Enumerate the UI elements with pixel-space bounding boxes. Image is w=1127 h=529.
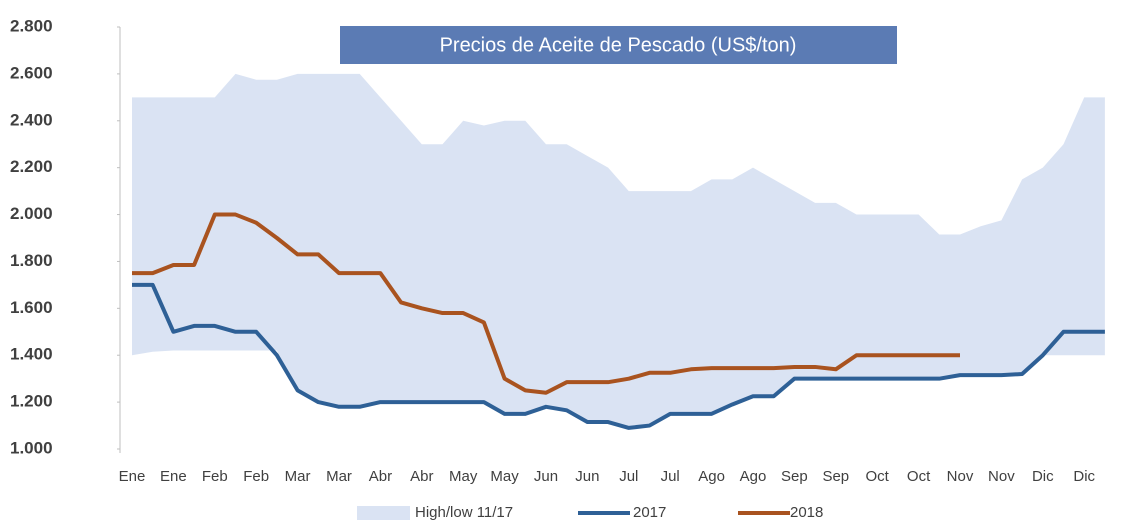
legend-label: 2017 xyxy=(633,504,666,521)
x-tick-label: Feb xyxy=(243,468,269,485)
x-tick-label: Ene xyxy=(119,468,146,485)
y-tick-label: 1.200 xyxy=(10,392,53,411)
chart-title: Precios de Aceite de Pescado (US$/ton) xyxy=(440,34,797,56)
y-tick-label: 2.400 xyxy=(10,110,53,129)
line-2018 xyxy=(132,212,960,395)
x-tick-label: Nov xyxy=(947,468,974,485)
y-tick-label: 2.800 xyxy=(10,16,53,35)
legend-label: 2018 xyxy=(790,504,823,521)
x-tick-label: Jun xyxy=(575,468,599,485)
x-tick-label: Mar xyxy=(285,468,311,485)
x-tick-label: Nov xyxy=(988,468,1015,485)
x-tick-label: Mar xyxy=(326,468,352,485)
y-tick-label: 1.400 xyxy=(10,345,53,364)
x-tick-label: Jul xyxy=(619,468,638,485)
y-tick-label: 1.600 xyxy=(10,298,53,317)
line-2017 xyxy=(132,282,1105,430)
x-tick-label: Sep xyxy=(781,468,808,485)
title-box xyxy=(340,26,897,64)
x-tick-label: Sep xyxy=(822,468,849,485)
legend-label: High/low 11/17 xyxy=(415,504,513,521)
x-tick-label: Abr xyxy=(369,468,392,485)
x-tick-label: Dic xyxy=(1073,468,1095,485)
x-tick-label: Feb xyxy=(202,468,228,485)
x-tick-label: Abr xyxy=(410,468,433,485)
y-tick-label: 1.000 xyxy=(10,438,53,457)
high-low-area xyxy=(132,73,1105,428)
y-tick-label: 2.000 xyxy=(10,204,53,223)
x-tick-label: Dic xyxy=(1032,468,1054,485)
x-tick-label: May xyxy=(490,468,519,485)
x-tick-label: Ago xyxy=(740,468,767,485)
y-tick-label: 2.200 xyxy=(10,157,53,176)
x-tick-label: May xyxy=(449,468,478,485)
y-tick-label: 2.600 xyxy=(10,63,53,82)
x-tick-label: Jun xyxy=(534,468,558,485)
x-tick-label: Ene xyxy=(160,468,187,485)
x-tick-label: Oct xyxy=(866,468,890,485)
y-tick-label: 1.800 xyxy=(10,251,53,270)
legend-swatch xyxy=(357,506,410,520)
x-tick-label: Jul xyxy=(661,468,680,485)
x-tick-label: Ago xyxy=(698,468,725,485)
x-tick-label: Oct xyxy=(907,468,931,485)
